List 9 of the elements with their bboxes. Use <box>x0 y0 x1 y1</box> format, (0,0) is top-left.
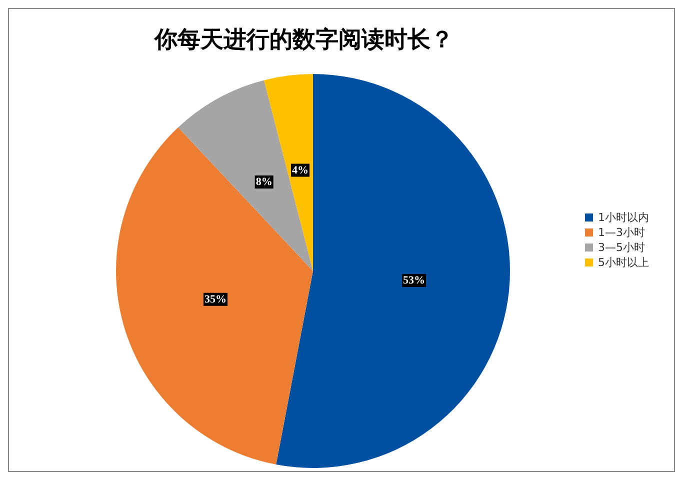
legend-label: 1—3小时 <box>598 226 645 239</box>
legend-label: 3—5小时 <box>598 241 645 254</box>
data-label: 53% <box>403 274 426 287</box>
data-label: 35% <box>204 293 227 306</box>
chart-title: 你每天进行的数字阅读时长？ <box>154 26 454 53</box>
legend-label: 5小时以上 <box>598 256 649 269</box>
legend-label: 1小时以内 <box>598 211 649 224</box>
data-label: 4% <box>292 164 309 176</box>
data-label: 8% <box>256 176 272 188</box>
